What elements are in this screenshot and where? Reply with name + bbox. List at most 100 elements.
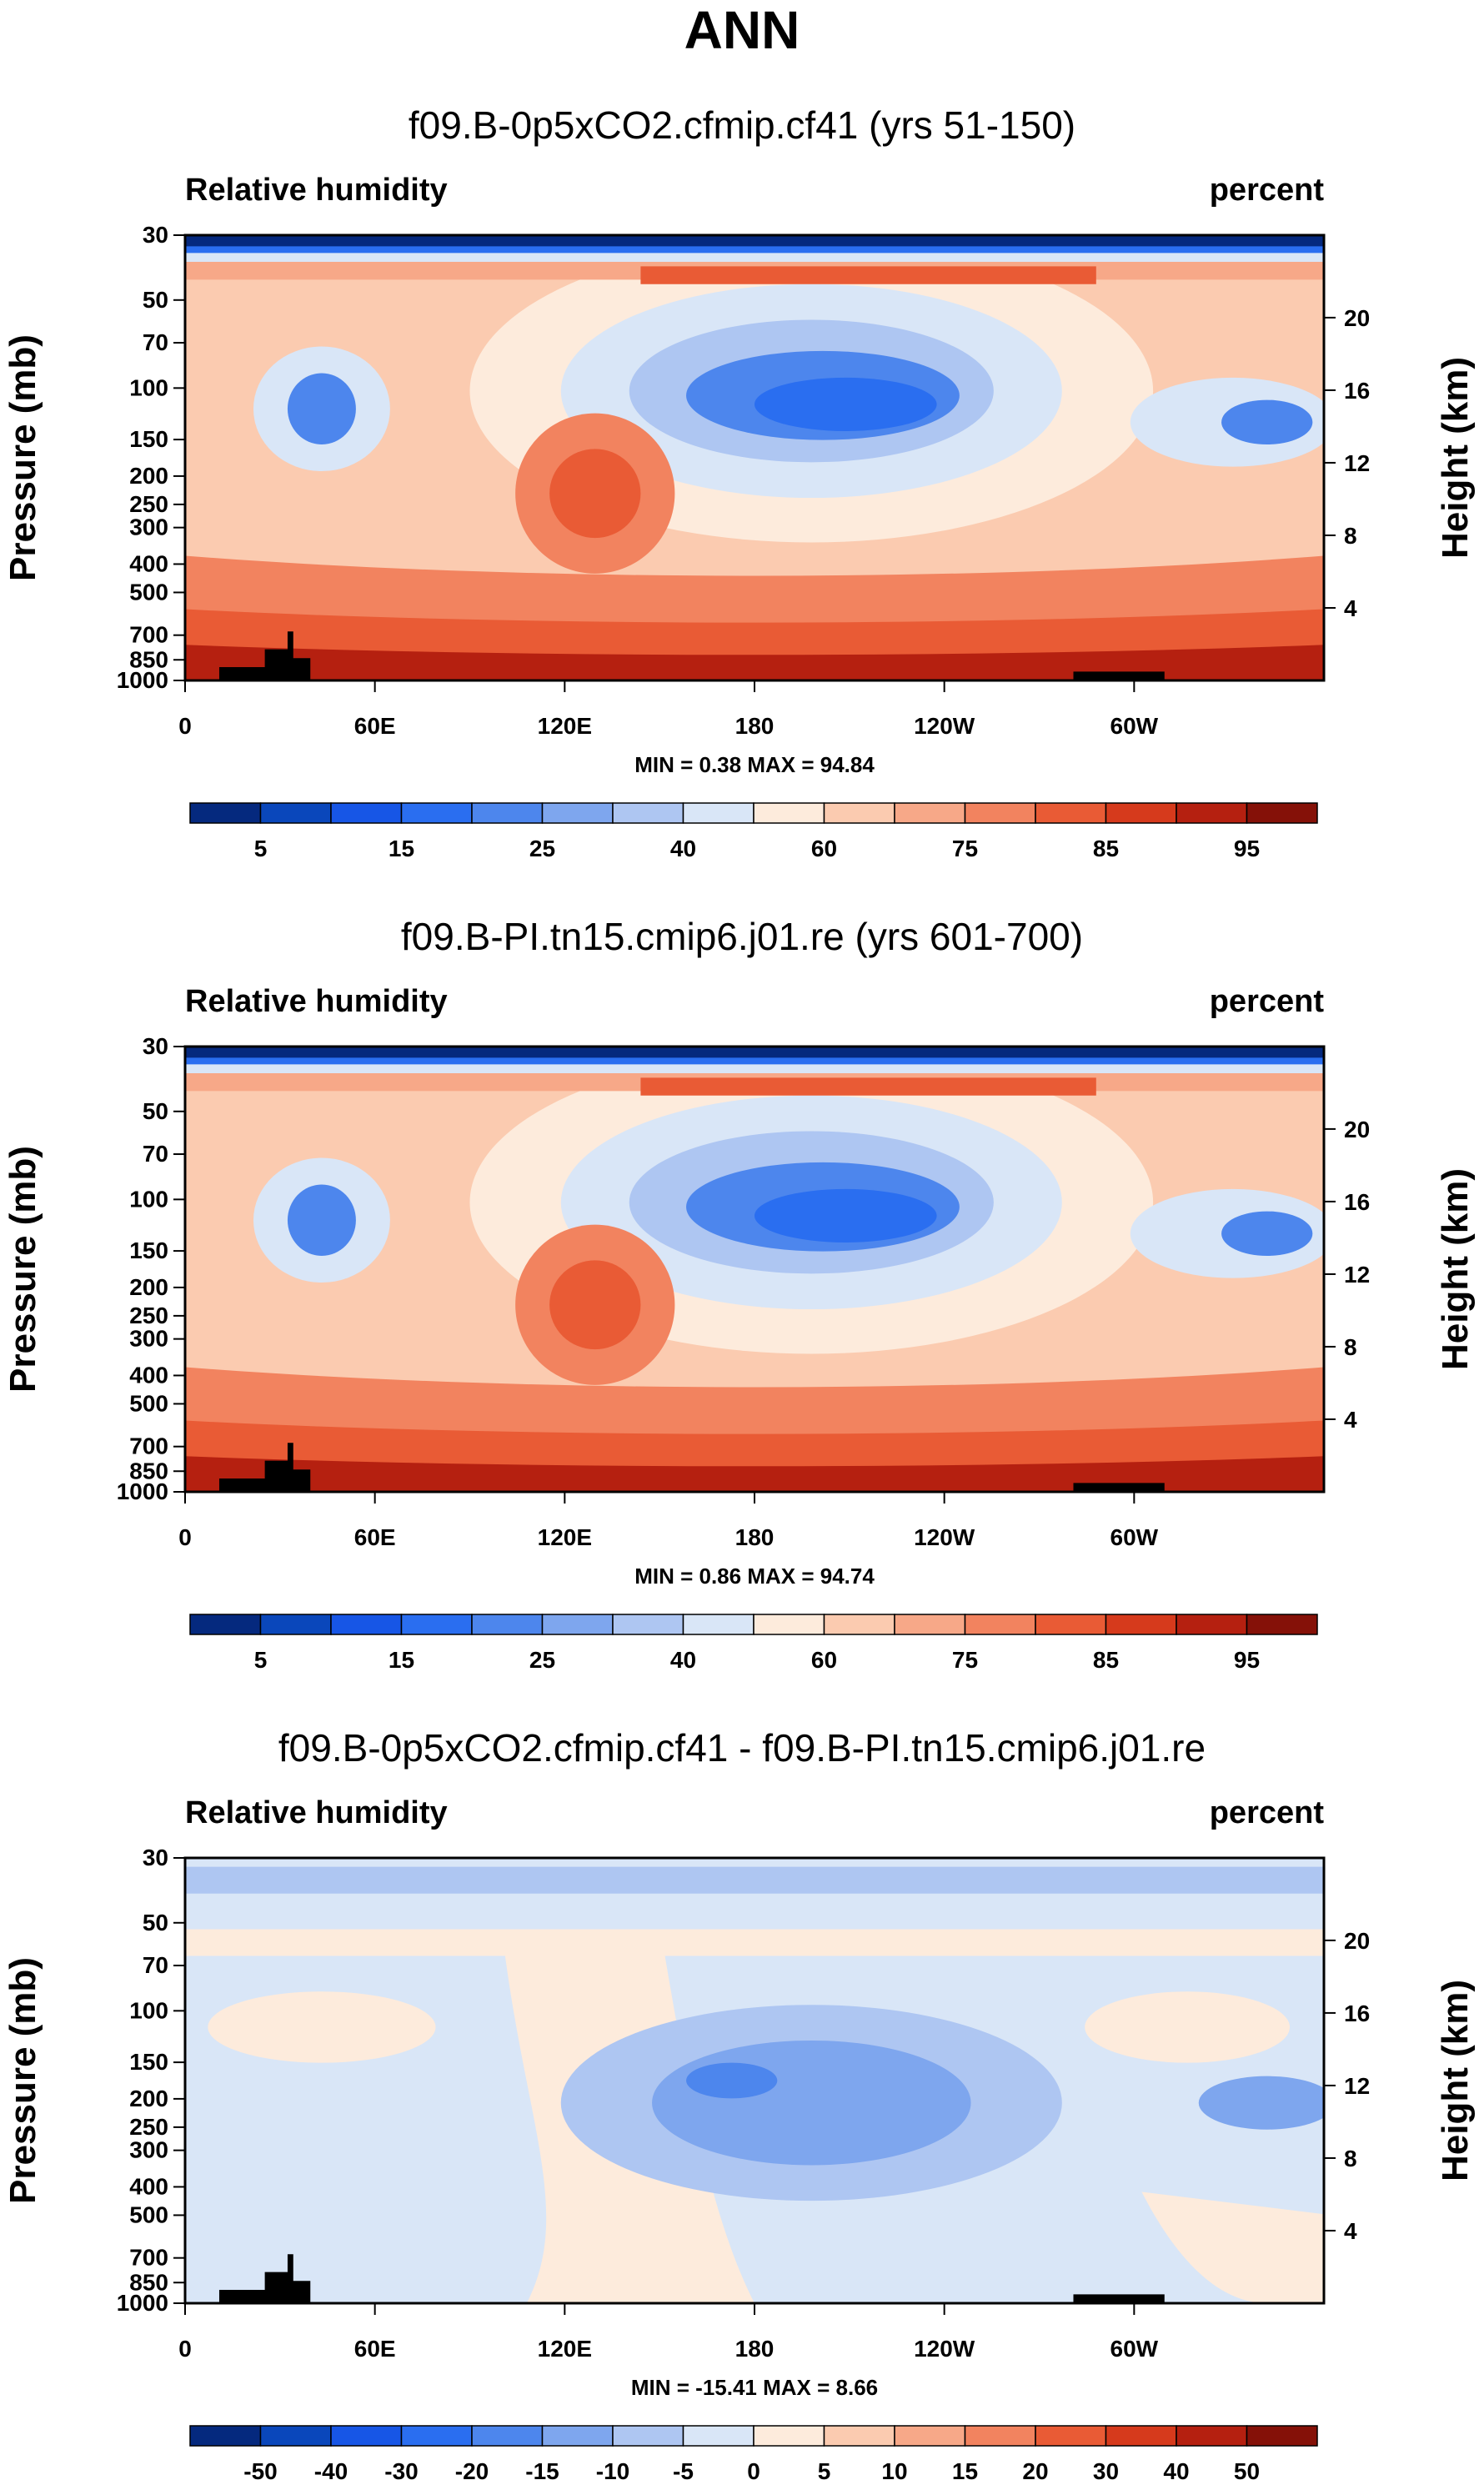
contour-positive [1141,2191,1324,2303]
panel-3: f09.B-0p5xCO2.cfmip.cf41 - f09.B-PI.tn15… [3,1726,1476,2480]
colorbar-swatch [400,1614,473,1635]
pressure-tick-label: 50 [143,287,168,313]
pressure-tick-label: 250 [129,1303,168,1328]
colorbar-swatch [964,2425,1036,2447]
longitude-tick-label: 120W [914,713,975,739]
height-tick-label: 16 [1344,2001,1370,2026]
colorbar-label: -20 [455,2458,489,2480]
colorbar-label: 5 [818,2458,831,2480]
min-max-stats: MIN = -15.41 MAX = 8.66 [631,2375,878,2400]
pressure-tick-label: 400 [129,1362,168,1388]
colorbar-swatch [1035,2425,1107,2447]
pressure-tick-label: 150 [129,1237,168,1263]
topography [1073,2294,1165,2303]
colorbar-swatch [894,2425,966,2447]
colorbar-swatch [259,2425,332,2447]
colorbar-label: 95 [1234,1647,1260,1673]
longitude-tick-label: 60W [1110,1524,1159,1550]
colorbar-swatch [964,802,1036,824]
colorbar-label: -40 [314,2458,348,2480]
topography [218,631,311,680]
pressure-tick-label: 500 [129,579,168,605]
colorbar-swatch [612,1614,684,1635]
pressure-tick-label: 70 [143,1952,168,1978]
stats-max-label: MAX = [757,2375,830,2400]
figure-title: ANN [684,0,800,60]
y-axis-title: Pressure (mb) [3,1146,43,1393]
pressure-tick-label: 300 [129,2137,168,2163]
height-tick-label: 12 [1344,450,1370,476]
contour-moist [549,1260,641,1350]
y-axis-right-title: Height (km) [1435,357,1476,559]
colorbar-swatch [1246,1614,1318,1635]
y-axis-right-title: Height (km) [1435,1168,1476,1370]
contour-positive [1085,1991,1291,2063]
contour-dry [755,377,937,431]
pressure-tick-label: 500 [129,2201,168,2227]
colorbar-label: 85 [1093,1647,1119,1673]
height-tick-label: 4 [1344,1407,1357,1433]
pressure-tick-label: 30 [143,1033,168,1059]
longitude-tick-label: 0 [178,2336,192,2362]
topography [1073,671,1165,680]
y-axis-title: Pressure (mb) [3,1957,43,2204]
colorbar-label: 40 [670,1647,696,1673]
colorbar-swatch [753,1614,825,1635]
topography [218,1443,311,1492]
colorbar-label: 15 [389,1647,414,1673]
units-label: percent [1210,1795,1325,1830]
colorbar-swatch [189,2425,262,2447]
longitude-tick-label: 60E [354,713,396,739]
longitude-tick-label: 0 [178,713,192,739]
longitude-tick-label: 60E [354,1524,396,1550]
colorbar-swatch [612,802,684,824]
pressure-tick-label: 50 [143,1910,168,1935]
pressure-tick-label: 150 [129,426,168,452]
stats-min-value: -15.41 [689,2375,757,2400]
height-tick-label: 4 [1344,2218,1357,2244]
units-label: percent [1210,173,1325,208]
colorbar-label: 25 [529,836,555,861]
colorbar-swatch [471,802,544,824]
colorbar-swatch [682,1614,755,1635]
longitude-tick-label: 180 [735,2336,775,2362]
pressure-tick-label: 1000 [117,2290,168,2316]
pressure-tick-label: 250 [129,2114,168,2140]
colorbar-swatch [753,2425,825,2447]
colorbar-swatch [823,1614,895,1635]
pressure-tick-label: 850 [129,2269,168,2295]
pressure-tick-label: 200 [129,1274,168,1300]
colorbar: -50 -40 -30 -20 -15 -10 -5 0 5 10 15 20 30 40 50 [189,2425,1318,2480]
colorbar-swatch [1105,802,1177,824]
colorbar-label: 60 [811,1647,837,1673]
colorbar-label: -10 [596,2458,629,2480]
colorbar-swatch [894,802,966,824]
y-axis-title: Pressure (mb) [3,334,43,581]
pressure-tick-label: 200 [129,2086,168,2111]
colorbar-swatch [1246,802,1318,824]
pressure-tick-label: 500 [129,1390,168,1416]
stats-min-value: 0.38 [693,752,741,777]
colorbar-swatch [189,1614,262,1635]
longitude-tick-label: 120E [538,713,592,739]
topography [1073,1483,1165,1492]
contour-moist [640,1077,1096,1096]
pressure-tick-label: 700 [129,2245,168,2271]
colorbar-swatch [400,802,473,824]
colorbar-swatch [682,802,755,824]
height-tick-label: 20 [1344,1928,1370,1954]
colorbar-swatch [330,1614,403,1635]
colorbar: 5 15 25 40 60 75 85 95 [189,1614,1318,1673]
height-tick-label: 20 [1344,305,1370,331]
colorbar-swatch [682,2425,755,2447]
colorbar-label: 5 [254,1647,268,1673]
longitude-tick-label: 180 [735,1524,775,1550]
colorbar-label: 75 [952,836,978,861]
pressure-tick-label: 700 [129,622,168,648]
stats-max-value: 8.66 [830,2375,878,2400]
colorbar-label: 5 [254,836,268,861]
pressure-tick-label: 100 [129,374,168,400]
colorbar-swatch [894,1614,966,1635]
colorbar-label: 95 [1234,836,1260,861]
colorbar-swatch [1105,2425,1177,2447]
